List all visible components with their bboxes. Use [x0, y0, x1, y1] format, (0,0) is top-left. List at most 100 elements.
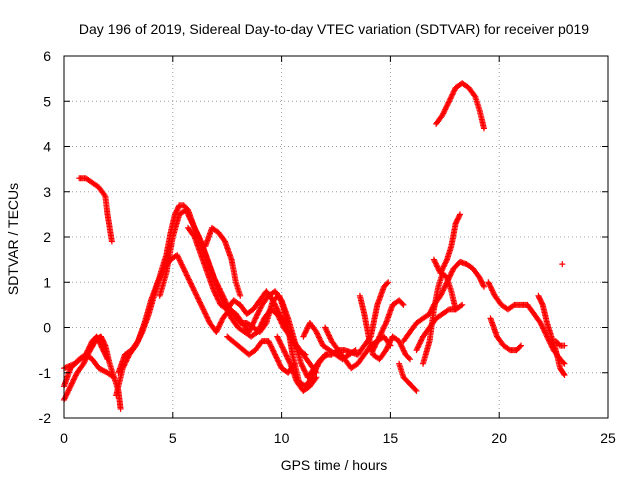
data-point: [237, 292, 244, 299]
data-point: [176, 256, 183, 263]
data-point: [399, 300, 406, 307]
data-point: [190, 221, 196, 228]
data-point: [351, 348, 358, 354]
data-point: [559, 261, 566, 268]
data-point: [400, 301, 407, 308]
data-point: [286, 331, 293, 338]
x-tick-label: 5: [169, 430, 177, 446]
data-point: [440, 286, 447, 292]
series-outlier: [559, 261, 566, 268]
y-tick-label: 3: [43, 184, 51, 200]
data-point: [481, 283, 487, 290]
data-point: [459, 301, 466, 308]
data-point: [439, 111, 446, 118]
series-trace-w: [487, 315, 524, 354]
data-point: [301, 350, 308, 357]
series-trace-p: [396, 360, 420, 394]
data-point: [327, 335, 334, 342]
data-point: [187, 279, 194, 286]
data-point: [323, 352, 329, 359]
data-point: [413, 347, 420, 354]
data-point: [302, 351, 309, 358]
data-point: [93, 333, 100, 340]
data-point: [174, 253, 181, 260]
data-point: [183, 272, 190, 279]
data-point: [312, 368, 319, 375]
series-trace-h: [185, 224, 309, 358]
data-point: [193, 228, 200, 235]
series-trace-x: [535, 292, 568, 378]
data-point: [318, 339, 325, 346]
data-point: [440, 263, 447, 270]
data-point: [298, 362, 305, 369]
y-tick-label: 0: [43, 320, 51, 336]
series-trace-t: [430, 211, 463, 277]
data-point: [188, 282, 195, 288]
data-point: [324, 351, 331, 358]
data-point: [213, 329, 220, 335]
x-tick-label: 20: [491, 430, 507, 446]
data-point: [61, 395, 68, 402]
grid: [64, 56, 608, 418]
x-tick-label: 25: [600, 430, 616, 446]
data-point: [280, 345, 287, 352]
series-trace-d: [76, 175, 115, 245]
data-point: [271, 300, 278, 307]
series-trace-e: [113, 202, 392, 399]
x-tick-label: 10: [274, 430, 290, 446]
data-point: [457, 211, 463, 218]
data-point: [486, 282, 493, 288]
data-point: [414, 344, 421, 351]
x-axis-label: GPS time / hours: [281, 457, 388, 473]
data-point: [452, 306, 459, 313]
data-point: [281, 348, 288, 355]
data-point: [272, 302, 279, 309]
data-point: [189, 284, 196, 291]
series-trace-o: [370, 297, 407, 354]
data-point: [457, 302, 464, 309]
series-trace-s: [420, 270, 459, 367]
data-point: [278, 343, 285, 350]
data-point: [276, 361, 283, 368]
data-point: [200, 307, 207, 314]
data-point: [480, 282, 487, 289]
data-point: [87, 342, 94, 349]
data-point: [255, 310, 262, 316]
data-point: [284, 328, 291, 335]
data-point: [560, 370, 567, 377]
data-point: [104, 356, 111, 363]
data-point: [111, 374, 117, 381]
data-point: [108, 238, 115, 245]
data-point: [68, 380, 75, 387]
y-axis-label: SDTVAR / TECUs: [5, 183, 21, 295]
data-point: [434, 264, 441, 271]
data-point: [300, 364, 307, 371]
series-trace-f: [115, 252, 331, 381]
data-point: [214, 295, 221, 302]
data-point: [485, 279, 492, 286]
y-tick-label: 1: [43, 274, 51, 290]
data-points: [61, 80, 568, 412]
data-point: [540, 326, 547, 333]
data-point: [270, 347, 277, 354]
data-point: [439, 266, 446, 273]
data-point: [561, 360, 568, 367]
data-point: [286, 358, 292, 364]
data-point: [316, 334, 322, 341]
chart-title: Day 196 of 2019, Sidereal Day-to-day VTE…: [79, 21, 589, 37]
data-point: [213, 292, 220, 299]
data-point: [481, 125, 487, 132]
data-point: [518, 342, 524, 349]
data-point: [352, 347, 359, 354]
data-point: [377, 330, 384, 337]
x-tick-label: 0: [60, 430, 68, 446]
data-point: [561, 372, 568, 378]
data-point: [279, 316, 285, 323]
data-point: [387, 337, 394, 344]
data-point: [537, 320, 544, 326]
data-point: [386, 340, 393, 347]
data-point: [384, 280, 391, 287]
data-point: [188, 219, 195, 226]
data-point: [283, 325, 290, 332]
data-point: [516, 343, 523, 350]
